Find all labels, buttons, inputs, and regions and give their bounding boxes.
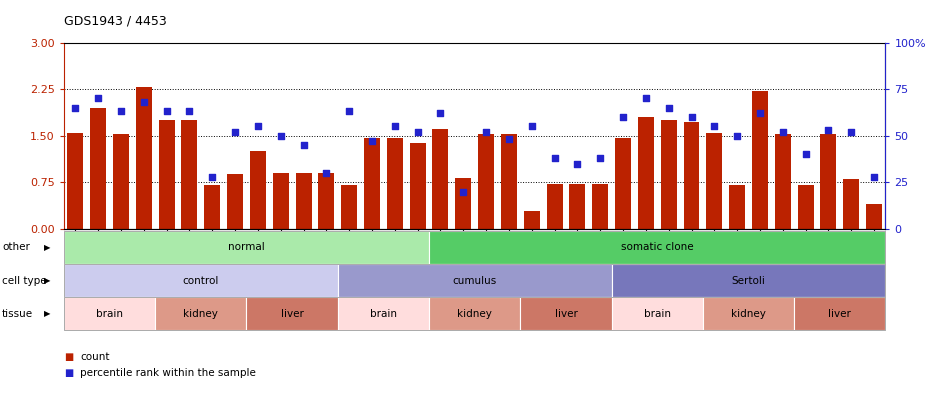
Point (776, 129, 791, 135)
Bar (341, 185, 357, 229)
Point (593, 155, 608, 161)
Text: kidney: kidney (731, 309, 766, 319)
Text: brain: brain (644, 309, 671, 319)
Bar (410, 143, 426, 229)
Text: liver: liver (555, 309, 577, 319)
Bar (752, 91, 768, 229)
Point (547, 155, 562, 161)
Bar (706, 132, 722, 229)
Bar (638, 117, 654, 229)
Bar (866, 204, 882, 229)
Point (501, 136, 516, 143)
Point (319, 170, 334, 176)
Point (456, 188, 471, 195)
Point (867, 173, 882, 180)
Bar (387, 138, 403, 229)
Bar (798, 185, 814, 229)
Point (525, 123, 540, 130)
Text: other: other (2, 243, 30, 252)
Point (821, 127, 836, 133)
Text: normal: normal (228, 243, 265, 252)
Text: brain: brain (96, 309, 123, 319)
Bar (432, 130, 448, 229)
Point (250, 123, 265, 130)
Text: Sertoli: Sertoli (731, 276, 765, 286)
Bar (135, 87, 151, 229)
Bar (204, 185, 220, 229)
Text: brain: brain (370, 309, 397, 319)
Bar (455, 178, 471, 229)
Text: somatic clone: somatic clone (621, 243, 694, 252)
Text: control: control (182, 276, 219, 286)
Bar (501, 134, 517, 229)
Point (752, 110, 767, 117)
Point (616, 114, 631, 120)
Bar (113, 134, 129, 229)
Point (729, 132, 744, 139)
Point (638, 95, 653, 102)
Text: kidney: kidney (457, 309, 493, 319)
Bar (661, 120, 677, 229)
Point (274, 132, 289, 139)
Text: percentile rank within the sample: percentile rank within the sample (80, 368, 256, 378)
Bar (90, 108, 106, 229)
Bar (68, 132, 84, 229)
Point (707, 123, 722, 130)
Text: cell type: cell type (2, 276, 46, 286)
Bar (227, 174, 243, 229)
Point (478, 129, 494, 135)
Point (114, 108, 129, 115)
Bar (478, 134, 494, 229)
Bar (546, 184, 562, 229)
Text: ■: ■ (64, 368, 73, 378)
Bar (843, 179, 859, 229)
Bar (775, 134, 791, 229)
Bar (729, 185, 745, 229)
Text: liver: liver (281, 309, 304, 319)
Text: liver: liver (828, 309, 852, 319)
Bar (181, 120, 197, 229)
Text: ▶: ▶ (44, 276, 50, 285)
Point (365, 138, 380, 145)
Bar (821, 134, 837, 229)
Point (798, 151, 813, 158)
Bar (273, 173, 289, 229)
Bar (592, 184, 608, 229)
Text: GDS1943 / 4453: GDS1943 / 4453 (64, 14, 166, 27)
Text: count: count (80, 352, 109, 362)
Text: ■: ■ (64, 352, 73, 362)
Point (68, 104, 83, 111)
Point (570, 160, 585, 167)
Bar (615, 138, 631, 229)
Point (844, 129, 859, 135)
Point (661, 104, 676, 111)
Bar (524, 211, 540, 229)
Point (136, 99, 151, 105)
Text: ▶: ▶ (44, 309, 50, 318)
Point (684, 114, 699, 120)
Point (387, 123, 402, 130)
Bar (570, 184, 586, 229)
Point (182, 108, 197, 115)
Bar (364, 138, 380, 229)
Bar (250, 151, 266, 229)
Point (159, 108, 174, 115)
Point (296, 142, 311, 148)
Bar (319, 173, 335, 229)
Point (90, 95, 105, 102)
Bar (683, 122, 699, 229)
Text: cumulus: cumulus (452, 276, 497, 286)
Point (341, 108, 356, 115)
Text: ▶: ▶ (44, 243, 50, 252)
Text: kidney: kidney (183, 309, 218, 319)
Point (410, 129, 425, 135)
Point (205, 173, 220, 180)
Text: tissue: tissue (2, 309, 33, 319)
Bar (159, 120, 175, 229)
Bar (295, 173, 311, 229)
Point (227, 129, 243, 135)
Point (433, 110, 448, 117)
